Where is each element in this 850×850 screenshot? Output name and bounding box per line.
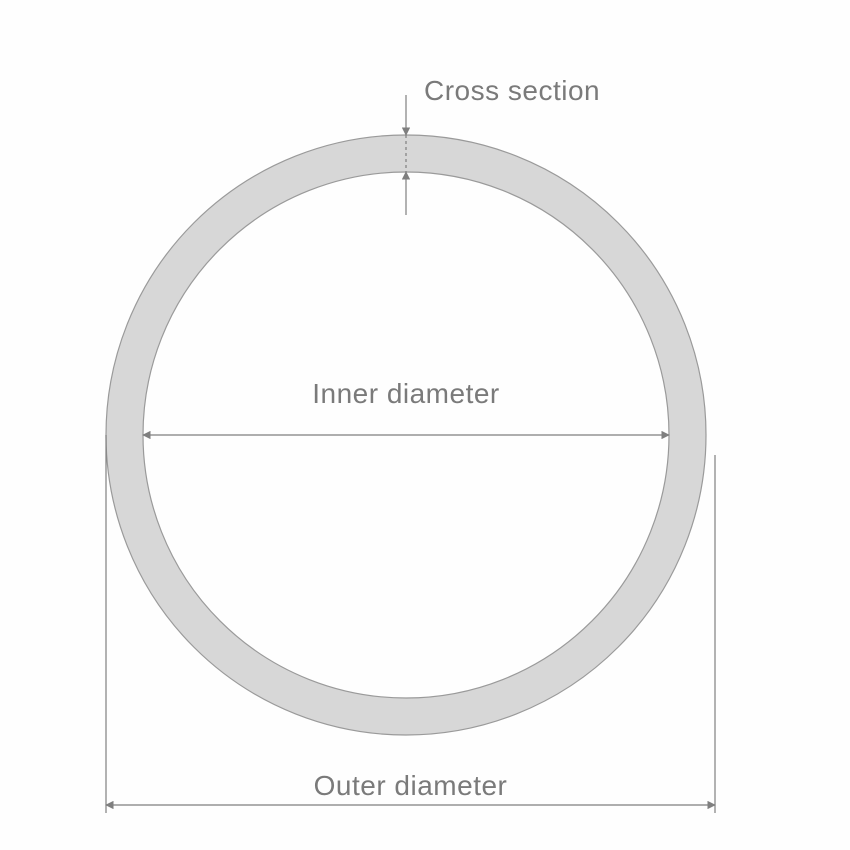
outer-diameter-label: Outer diameter [314,770,508,801]
cross-section-label: Cross section [424,75,600,106]
inner-diameter-label: Inner diameter [312,378,500,409]
ring-diagram: Cross section Inner diameter Outer diame… [0,0,850,850]
